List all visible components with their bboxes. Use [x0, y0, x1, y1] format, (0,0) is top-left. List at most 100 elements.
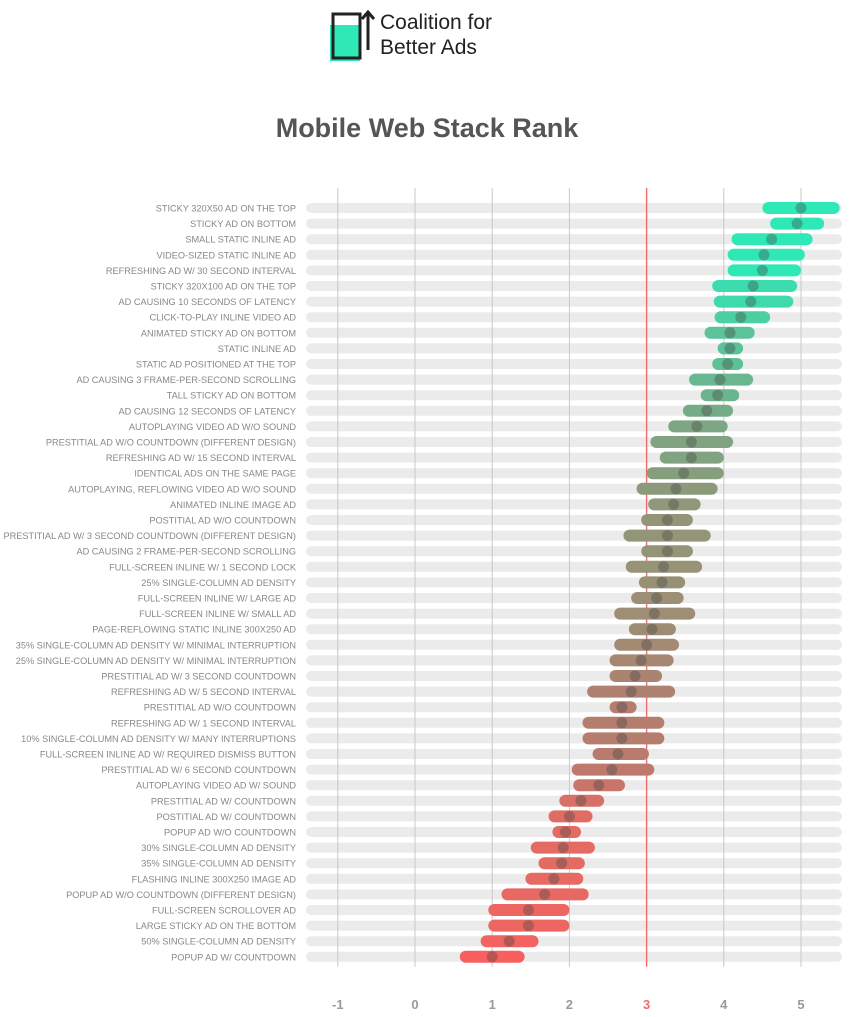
score-dot [722, 358, 734, 370]
score-dot [756, 264, 768, 276]
score-dot [556, 857, 568, 869]
score-dot [641, 639, 653, 651]
range-bar [488, 904, 570, 916]
score-dot [651, 592, 663, 604]
range-bar [548, 810, 593, 823]
row-track [306, 515, 842, 525]
row-track [306, 421, 842, 432]
range-bar [682, 404, 734, 417]
x-tick-label: 4 [720, 997, 728, 1012]
row-label: STICKY AD ON BOTTOM [190, 219, 296, 229]
score-dot [745, 296, 757, 308]
row-label: AUTOPLAYING, REFLOWING VIDEO AD W/O SOUN… [68, 484, 296, 494]
row-track [306, 312, 842, 323]
row-label: PRESTITIAL AD W/ 3 SECOND COUNTDOWN (DIF… [4, 531, 297, 541]
row-label: 35% SINGLE-COLUMN AD DENSITY [141, 859, 296, 869]
range-bar [592, 748, 649, 760]
score-dot [563, 810, 575, 822]
score-dot [766, 233, 778, 245]
score-dot [747, 280, 759, 292]
logo-line-2: Better Ads [380, 36, 477, 59]
row-track [306, 249, 842, 260]
range-bar [631, 592, 684, 604]
row-label: POSTITIAL AD W/ COUNTDOWN [156, 812, 296, 822]
x-tick-label: 0 [411, 997, 418, 1012]
row-track [306, 483, 842, 494]
row-label: TALL STICKY AD ON BOTTOM [167, 391, 296, 401]
score-dot [795, 202, 807, 214]
score-dot [670, 483, 682, 495]
range-bar [625, 560, 703, 573]
score-dot [678, 467, 690, 479]
row-label: FULL-SCREEN INLINE W/ LARGE AD [138, 594, 297, 604]
score-dot [560, 826, 572, 838]
range-bar [573, 779, 625, 792]
score-dot [661, 514, 673, 526]
range-bar [525, 872, 584, 885]
score-dot [685, 436, 697, 448]
row-track [306, 499, 842, 510]
score-dot [661, 530, 673, 542]
row-label: LARGE STICKY AD ON THE BOTTOM [136, 921, 296, 931]
row-track [306, 281, 842, 291]
range-bar [770, 217, 825, 230]
row-track [306, 390, 842, 401]
range-bar [582, 732, 665, 745]
range-bar [636, 482, 718, 495]
logo-text: Coalition for Better Ads [380, 10, 492, 60]
row-label: PRESTITIAL AD W/O COUNTDOWN (DIFFERENT D… [46, 438, 296, 448]
range-bar [559, 794, 605, 807]
row-label: CLICK-TO-PLAY INLINE VIDEO AD [149, 313, 296, 323]
range-bar [704, 326, 755, 339]
row-label: FLASHING INLINE 300X250 IMAGE AD [132, 874, 297, 884]
x-tick-label: -1 [332, 997, 344, 1012]
row-track [306, 749, 842, 759]
row-label: AD CAUSING 2 FRAME-PER-SECOND SCROLLING [76, 547, 296, 557]
row-label: PRESTITIAL AD W/ 3 SECOND COUNTDOWN [101, 672, 296, 682]
score-dot [593, 779, 605, 791]
range-bar [700, 389, 740, 402]
range-bar [623, 529, 711, 542]
row-track [306, 468, 842, 479]
row-track [306, 639, 842, 650]
row-track [306, 671, 842, 681]
row-track [306, 452, 842, 463]
score-dot [685, 452, 697, 464]
row-label: STICKY 320X50 AD ON THE TOP [156, 204, 296, 214]
row-label: FULL-SCREEN SCROLLOVER AD [152, 906, 296, 916]
score-dot [539, 888, 551, 900]
range-bar [731, 233, 813, 246]
range-bar [587, 685, 676, 698]
row-label: FULL-SCREEN INLINE W/ SMALL AD [139, 609, 296, 619]
row-track [306, 608, 842, 619]
range-bar [552, 826, 581, 838]
range-bar [713, 295, 794, 308]
row-track [306, 343, 842, 354]
score-dot [735, 311, 747, 323]
row-label: VIDEO-SIZED STATIC INLINE AD [156, 250, 296, 260]
x-tick-label: 5 [797, 997, 804, 1012]
row-label: REFRESHING AD W/ 15 SECOND INTERVAL [106, 453, 296, 463]
score-dot [714, 374, 726, 386]
score-dot [503, 935, 515, 947]
range-bar [714, 311, 771, 324]
score-dot [522, 904, 534, 916]
score-dot [616, 701, 628, 713]
range-bar [646, 467, 724, 480]
row-track [306, 234, 842, 245]
score-dot [635, 654, 647, 666]
score-dot [548, 873, 560, 885]
row-label: POSTITIAL AD W/O COUNTDOWN [149, 516, 296, 526]
score-dot [486, 951, 498, 963]
score-dot [616, 717, 628, 729]
row-label: 10% SINGLE-COLUMN AD DENSITY W/ MANY INT… [21, 734, 296, 744]
row-track [306, 374, 842, 385]
score-dot [625, 686, 637, 698]
score-dot [616, 732, 628, 744]
logo-square [330, 25, 360, 61]
row-track [306, 920, 842, 931]
row-label: PRESTITIAL AD W/ COUNTDOWN [151, 796, 296, 806]
row-label: 35% SINGLE-COLUMN AD DENSITY W/ MINIMAL … [16, 640, 296, 650]
row-track [306, 359, 842, 369]
range-bar [668, 420, 728, 433]
